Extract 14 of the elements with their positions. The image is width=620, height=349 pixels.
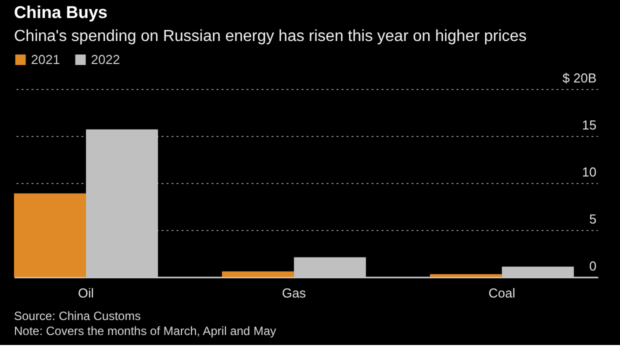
y-tick-label: 10: [582, 164, 596, 180]
chart-title: China Buys: [14, 3, 108, 22]
y-tick-label: 0: [589, 258, 596, 274]
y-tick-label: 15: [582, 118, 596, 132]
chart-subtitle: China's spending on Russian energy has risen this year on higher prices: [14, 28, 527, 45]
legend-label: 2021: [31, 52, 60, 67]
source-note: Source: China Customs: [14, 309, 141, 323]
x-tick-label: Gas: [282, 286, 306, 300]
x-tick-label: Oil: [78, 286, 94, 300]
y-tick-label: $ 20B: [562, 70, 596, 86]
x-tick-label: Coal: [488, 286, 516, 300]
text: Note: Covers the months of March, April and May: [14, 324, 276, 338]
y-tick-label: 5: [589, 212, 596, 226]
legend-label: 2022: [91, 52, 120, 67]
